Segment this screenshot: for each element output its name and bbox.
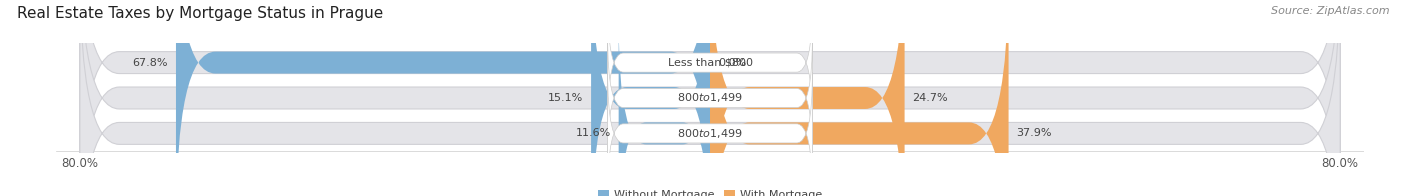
FancyBboxPatch shape: [80, 0, 1340, 196]
Text: Source: ZipAtlas.com: Source: ZipAtlas.com: [1271, 6, 1389, 16]
FancyBboxPatch shape: [607, 72, 813, 195]
Text: 37.9%: 37.9%: [1017, 128, 1052, 138]
Legend: Without Mortgage, With Mortgage: Without Mortgage, With Mortgage: [593, 185, 827, 196]
FancyBboxPatch shape: [176, 0, 710, 196]
FancyBboxPatch shape: [591, 0, 710, 196]
FancyBboxPatch shape: [710, 0, 904, 196]
FancyBboxPatch shape: [607, 37, 813, 159]
FancyBboxPatch shape: [607, 1, 813, 124]
Text: 0.0%: 0.0%: [718, 58, 747, 68]
Text: $800 to $1,499: $800 to $1,499: [678, 127, 742, 140]
FancyBboxPatch shape: [80, 0, 1340, 196]
Text: 67.8%: 67.8%: [132, 58, 169, 68]
FancyBboxPatch shape: [619, 21, 710, 196]
FancyBboxPatch shape: [710, 0, 1008, 196]
Text: Real Estate Taxes by Mortgage Status in Prague: Real Estate Taxes by Mortgage Status in …: [17, 6, 382, 21]
Text: $800 to $1,499: $800 to $1,499: [678, 92, 742, 104]
Text: 24.7%: 24.7%: [912, 93, 948, 103]
Text: 11.6%: 11.6%: [575, 128, 610, 138]
FancyBboxPatch shape: [80, 0, 1340, 196]
Text: 15.1%: 15.1%: [548, 93, 583, 103]
Text: Less than $800: Less than $800: [668, 58, 752, 68]
